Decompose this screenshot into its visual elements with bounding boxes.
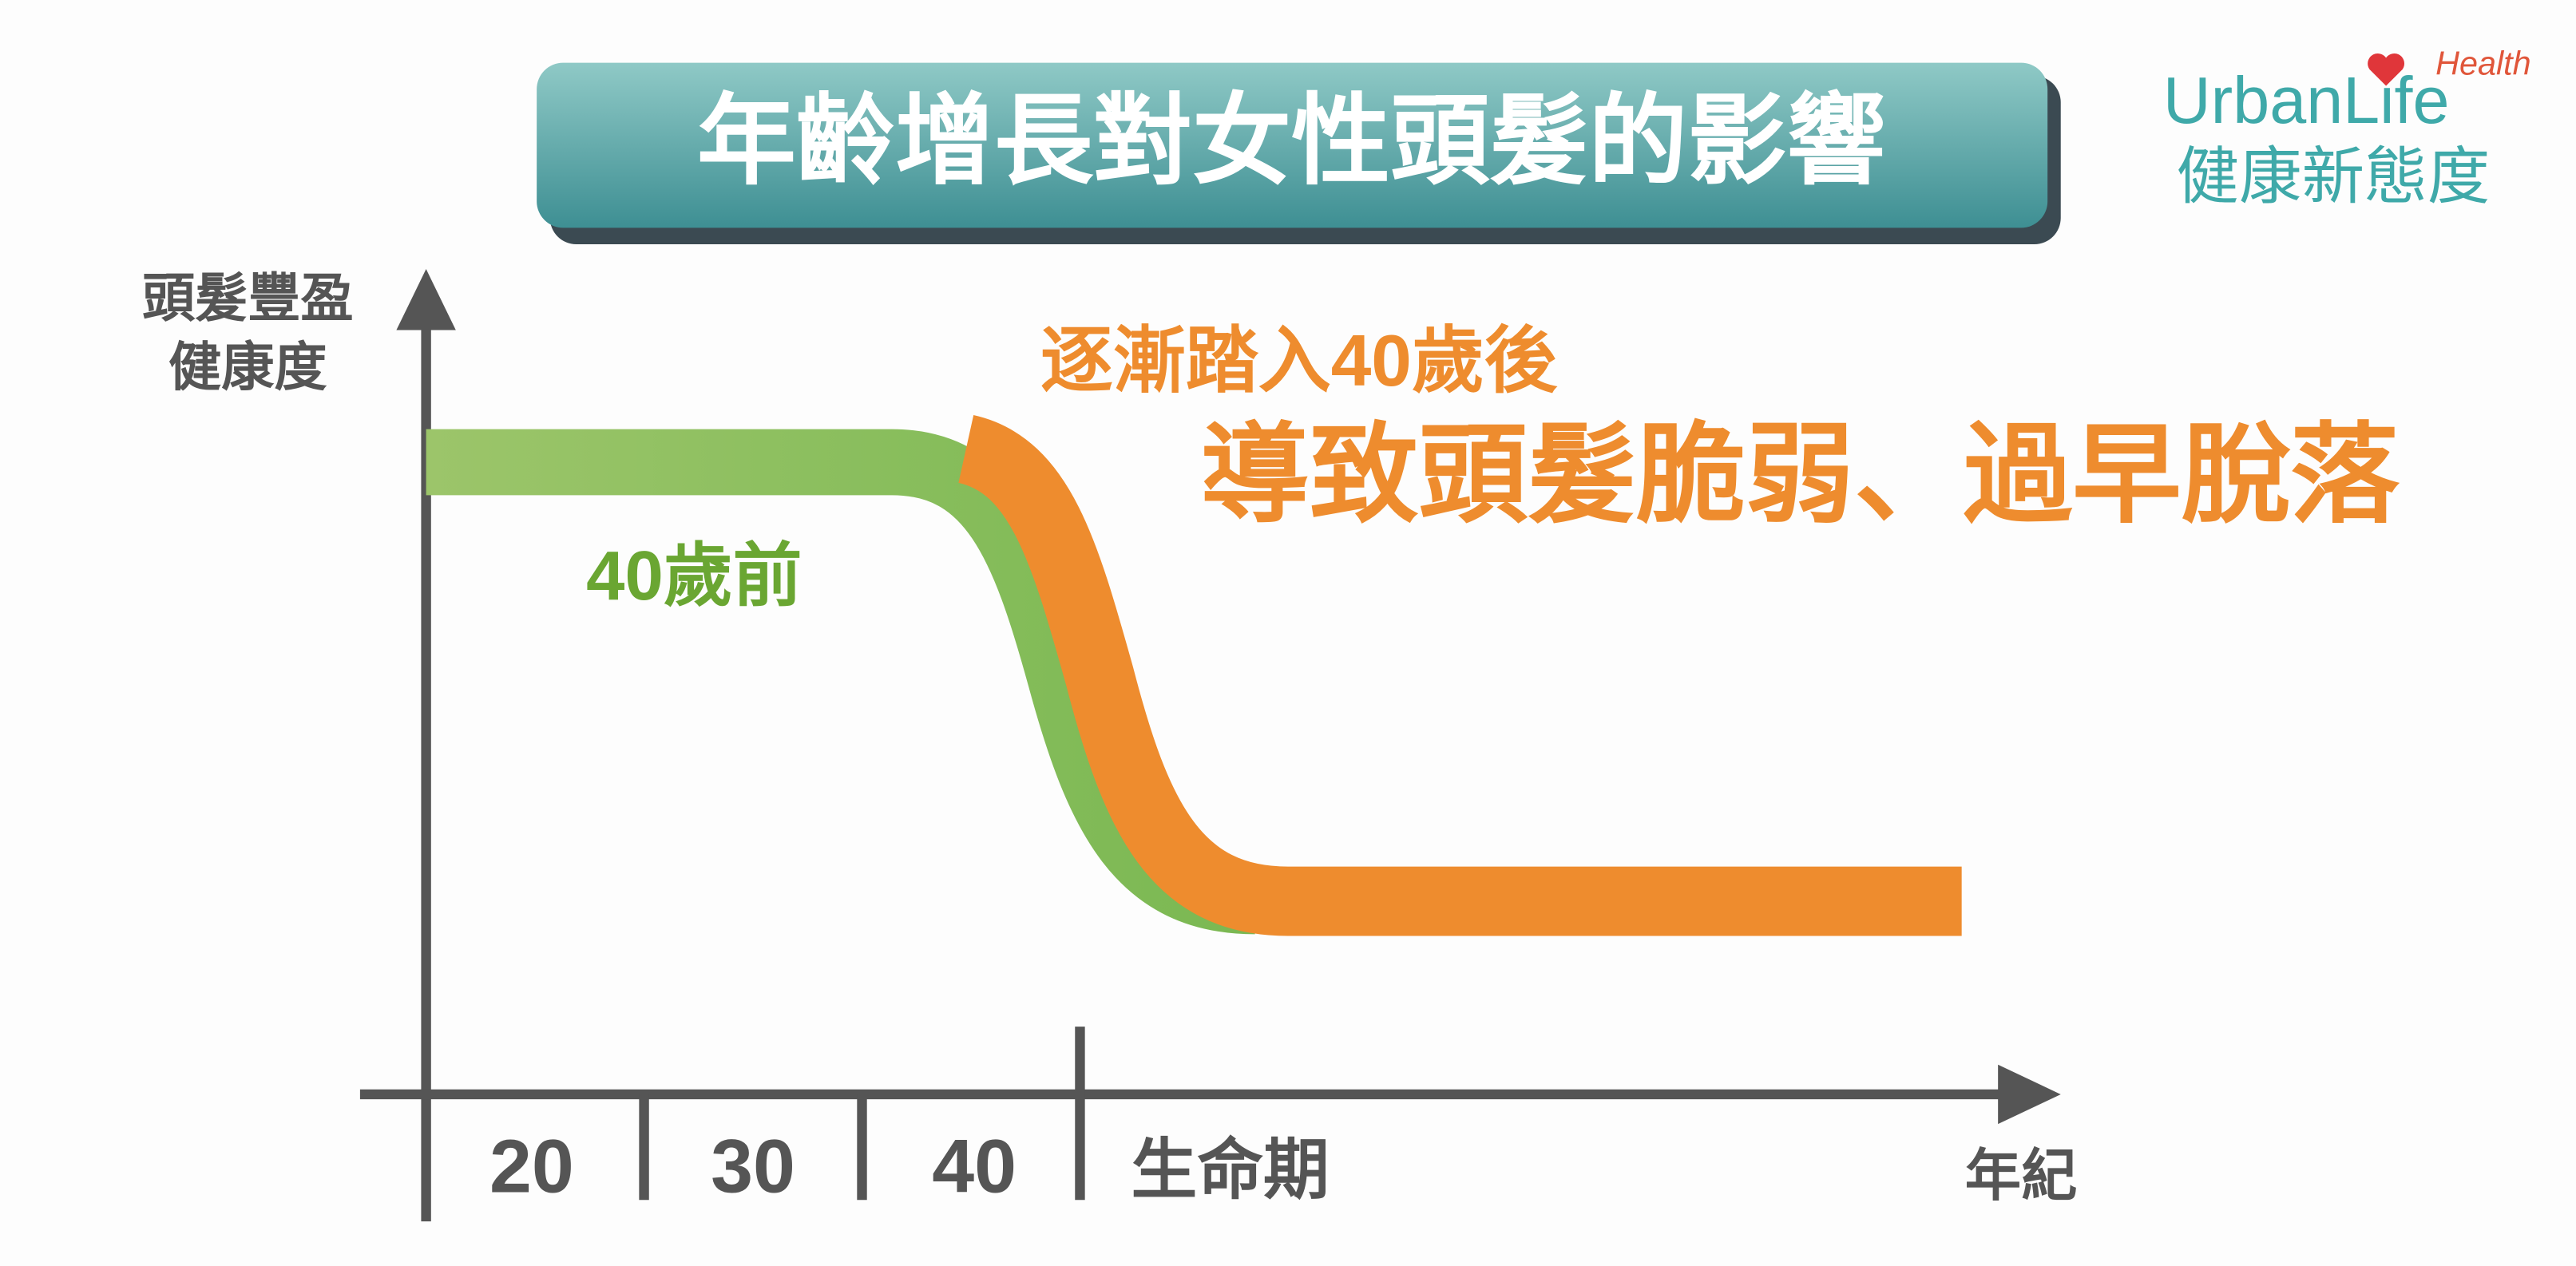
logo-tag: Health	[2435, 45, 2531, 82]
title: 年齡增長對女性頭髮的影響	[697, 86, 1886, 196]
y-axis-label: 健康度	[168, 338, 327, 398]
orange-curve	[957, 415, 1962, 936]
x-stage-label: 生命期	[1131, 1133, 1330, 1207]
logo-slogan: 健康新態度	[2176, 141, 2490, 212]
annotation-after-detail: 導致頭髮脆弱、過早脫落	[1200, 413, 2400, 536]
logo-brand: UrbanLife	[2163, 63, 2450, 137]
x-tick-label: 20	[489, 1124, 574, 1209]
banner	[537, 62, 2048, 228]
annotation-after-title: 逐漸踏入40歲後	[1040, 321, 1558, 402]
x-tick-label: 40	[932, 1124, 1017, 1209]
logo-heart	[2368, 53, 2405, 86]
annotation-before: 40歲前	[586, 537, 802, 615]
x-tick-label: 30	[711, 1124, 795, 1209]
x-arrow	[1998, 1064, 2061, 1125]
y-arrow	[396, 269, 456, 330]
y-axis-label: 頭髮豐盈	[142, 269, 354, 328]
x-axis-label: 年紀	[1965, 1144, 2078, 1207]
